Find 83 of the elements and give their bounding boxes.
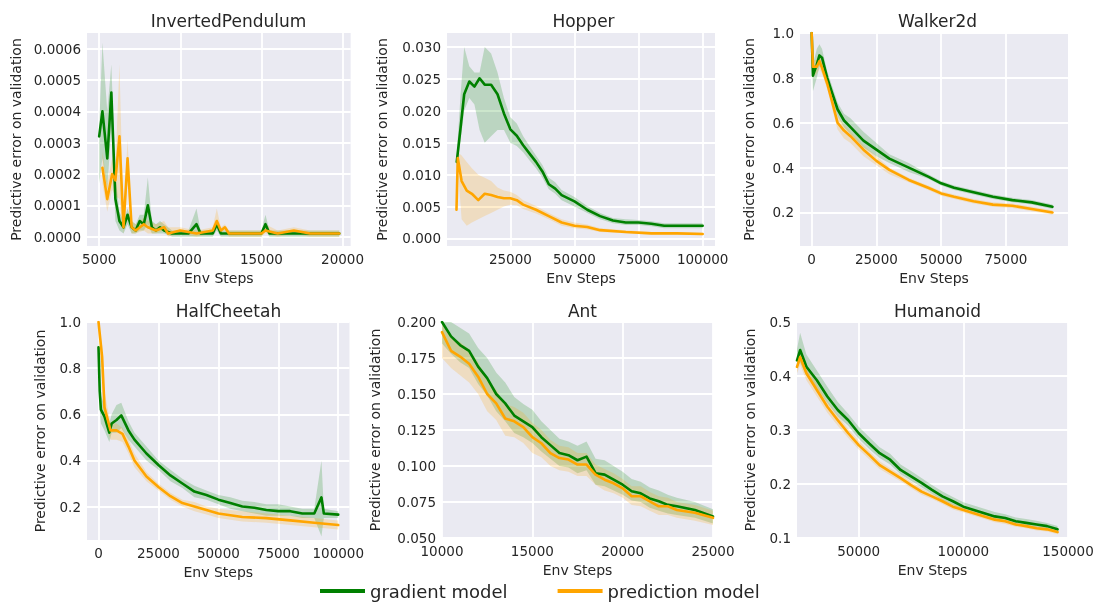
y-tick-label: 0.8 xyxy=(772,69,794,86)
x-axis-title: Env Steps xyxy=(899,270,969,286)
y-tick-label: 0.0005 xyxy=(33,72,81,89)
y-tick-label: 0.1 xyxy=(769,530,791,546)
y-tick-label: 0.5 xyxy=(769,314,791,330)
x-tick-label: 20000 xyxy=(321,251,364,268)
y-tick-label: 0.025 xyxy=(402,70,441,87)
y-tick-label: 0.175 xyxy=(397,350,436,366)
x-tick-label: 50000 xyxy=(552,251,596,268)
line-series xyxy=(455,77,704,227)
x-tick-label: 25000 xyxy=(854,251,898,268)
y-tick-label: 0.0004 xyxy=(33,103,81,120)
x-axis-title: Env Steps xyxy=(183,563,254,580)
x-tick-label: 100000 xyxy=(937,543,990,559)
x-tick-label: 10000 xyxy=(420,543,464,559)
chart-title: InvertedPendulum xyxy=(150,10,307,31)
y-tick-label: 0.0000 xyxy=(33,228,81,245)
y-tick-label: 0.4 xyxy=(769,368,791,384)
x-tick-label: 15000 xyxy=(510,543,554,559)
x-tick-label: 15000 xyxy=(239,251,283,268)
x-tick-label: 0 xyxy=(807,251,816,268)
x-tick-label: 25000 xyxy=(691,543,735,559)
y-tick-label: 0.6 xyxy=(59,406,81,423)
y-tick-label: 0.0001 xyxy=(33,197,81,214)
y-tick-label: 0.4 xyxy=(772,159,794,176)
y-tick-label: 0.100 xyxy=(397,458,436,474)
x-tick-label: 20000 xyxy=(601,543,645,559)
y-tick-label: 0.125 xyxy=(397,422,436,438)
line-series xyxy=(101,135,341,235)
chart-title: Humanoid xyxy=(893,300,982,321)
x-axis-title: Env Steps xyxy=(897,561,968,578)
y-axis-title: Predictive error on validation xyxy=(7,38,24,241)
x-axis-title: Env Steps xyxy=(546,270,616,286)
y-axis-title: Predictive error on validation xyxy=(367,328,383,532)
x-axis-title: Env Steps xyxy=(184,270,254,286)
chart-title: HalfCheetah xyxy=(175,300,282,321)
y-tick-label: 0.010 xyxy=(402,166,441,183)
x-tick-label: 50000 xyxy=(919,251,963,268)
legend-label: prediction model xyxy=(607,580,760,602)
x-tick-label: 75000 xyxy=(256,545,300,561)
y-tick-label: 0.005 xyxy=(402,198,441,215)
y-tick-label: 1.0 xyxy=(772,25,794,41)
y-axis-title: Predictive error on validation xyxy=(374,38,390,241)
x-tick-label: 25000 xyxy=(488,251,532,268)
x-tick-label: 5000 xyxy=(81,251,117,268)
y-tick-label: 1.0 xyxy=(59,314,81,330)
line-series xyxy=(97,346,340,516)
y-tick-label: 0.150 xyxy=(397,386,436,402)
y-tick-label: 0.050 xyxy=(397,530,436,546)
x-tick-label: 10000 xyxy=(158,251,202,268)
x-tick-label: 50000 xyxy=(196,545,240,561)
x-tick-label: 75000 xyxy=(984,251,1028,268)
chart-title: Ant xyxy=(567,300,598,321)
y-tick-label: 0.020 xyxy=(402,102,441,119)
x-axis-title: Env Steps xyxy=(542,561,613,578)
y-axis-title: Predictive error on validation xyxy=(742,328,758,532)
y-tick-label: 0.075 xyxy=(397,494,436,510)
x-tick-label: 25000 xyxy=(136,545,180,561)
x-tick-label: 0 xyxy=(94,545,103,561)
y-tick-label: 0.8 xyxy=(59,360,81,377)
y-tick-label: 0.6 xyxy=(772,114,794,131)
y-axis-title: Predictive error on validation xyxy=(741,38,757,241)
x-tick-label: 100000 xyxy=(676,251,729,268)
x-tick-label: 100000 xyxy=(312,545,365,561)
chart-title: Hopper xyxy=(552,10,615,31)
y-tick-label: 0.200 xyxy=(397,314,436,330)
y-axis-title: Predictive error on validation xyxy=(32,329,48,533)
y-tick-label: 0.2 xyxy=(772,204,794,221)
y-tick-label: 0.015 xyxy=(402,134,441,151)
chart-title: Walker2d xyxy=(897,10,978,31)
y-tick-label: 0.3 xyxy=(769,422,791,438)
y-tick-label: 0.2 xyxy=(769,476,791,492)
y-tick-label: 0.030 xyxy=(402,39,441,56)
x-tick-label: 50000 xyxy=(837,543,881,559)
x-tick-label: 75000 xyxy=(617,251,661,268)
x-tick-label: 150000 xyxy=(1042,543,1094,559)
y-tick-label: 0.0006 xyxy=(33,40,81,57)
y-tick-label: 0.2 xyxy=(59,498,81,515)
legend-label: gradient model xyxy=(370,580,508,602)
y-tick-label: 0.0002 xyxy=(33,166,81,183)
y-tick-label: 0.000 xyxy=(402,230,441,247)
y-tick-label: 0.4 xyxy=(59,452,81,469)
y-tick-label: 0.0003 xyxy=(33,134,81,151)
